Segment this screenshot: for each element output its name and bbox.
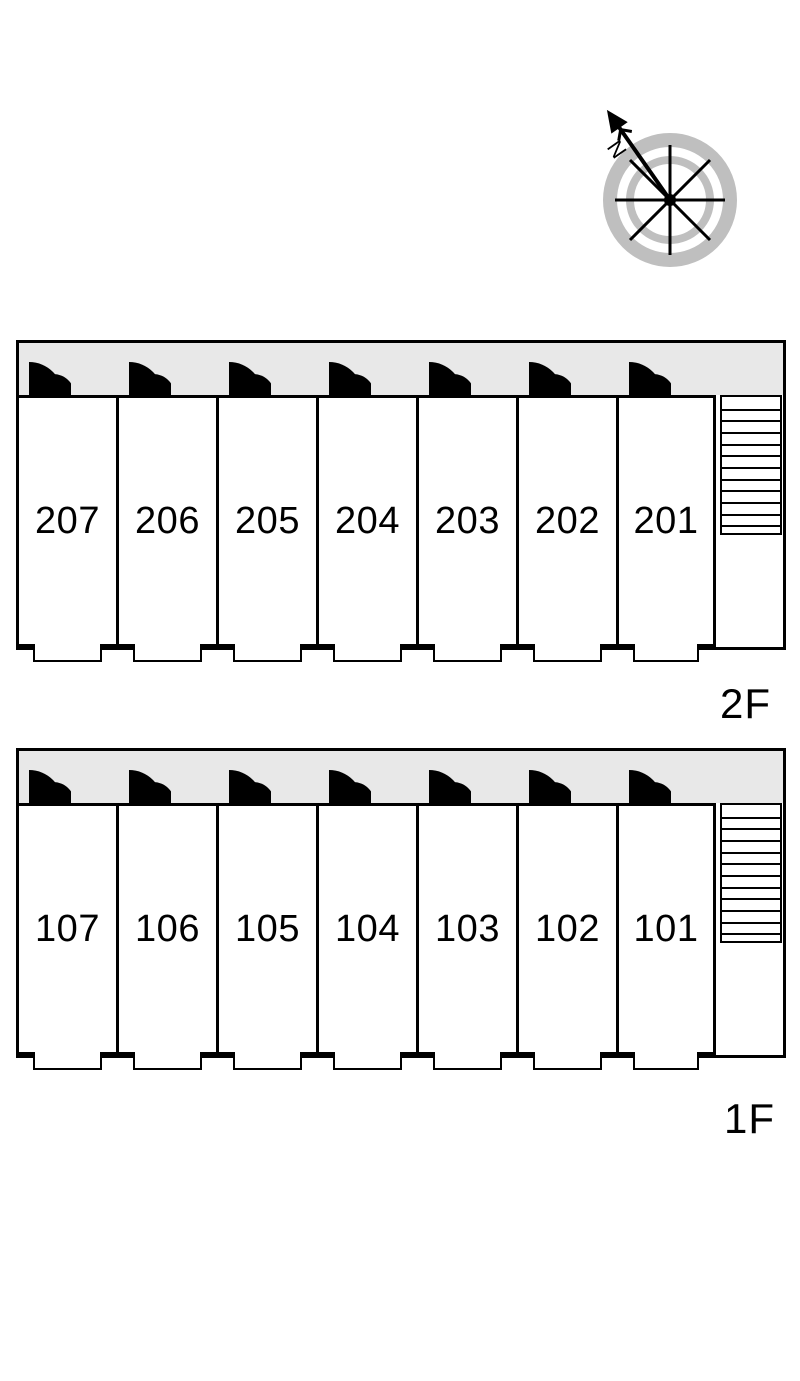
stair-tread	[722, 490, 780, 492]
compass: N	[560, 100, 780, 300]
balcony	[133, 1052, 202, 1070]
stair-tread	[722, 910, 780, 912]
unit-label: 104	[335, 908, 400, 951]
balcony	[333, 644, 402, 662]
stair-tread	[722, 875, 780, 877]
balcony	[233, 1052, 302, 1070]
unit-104: 104	[316, 803, 416, 1055]
unit-204: 204	[316, 395, 416, 647]
stair-tread	[722, 887, 780, 889]
unit-105: 105	[216, 803, 316, 1055]
stair-tread	[722, 828, 780, 830]
balcony	[433, 644, 502, 662]
balcony	[33, 644, 102, 662]
stair-tread	[722, 922, 780, 924]
unit-label: 204	[335, 500, 400, 543]
unit-201: 201	[616, 395, 716, 647]
floor-1f-corridor	[19, 751, 783, 803]
unit-label: 201	[634, 500, 699, 543]
stair-tread	[722, 420, 780, 422]
floor-2f-units: 207 206 205 204 203 202	[16, 395, 716, 647]
stair-tread	[722, 933, 780, 935]
unit-102: 102	[516, 803, 616, 1055]
balcony	[433, 1052, 502, 1070]
unit-205: 205	[216, 395, 316, 647]
unit-label: 205	[235, 500, 300, 543]
unit-107: 107	[16, 803, 116, 1055]
unit-label: 206	[135, 500, 200, 543]
balcony	[333, 1052, 402, 1070]
stair-tread	[722, 852, 780, 854]
balcony	[33, 1052, 102, 1070]
balcony	[133, 644, 202, 662]
stair-tread	[722, 444, 780, 446]
unit-label: 103	[435, 908, 500, 951]
stair-tread	[722, 432, 780, 434]
stair-tread	[722, 467, 780, 469]
balcony	[533, 644, 602, 662]
floor-plan-canvas: N 207 206 205 204	[0, 0, 800, 1381]
balcony	[533, 1052, 602, 1070]
floor-2f-corridor	[19, 343, 783, 395]
balcony	[233, 644, 302, 662]
floor-2f-label: 2F	[720, 680, 771, 728]
stair-tread	[722, 840, 780, 842]
unit-203: 203	[416, 395, 516, 647]
stair-tread	[722, 525, 780, 527]
unit-label: 203	[435, 500, 500, 543]
floor-1f-label: 1F	[724, 1095, 775, 1143]
unit-label: 106	[135, 908, 200, 951]
unit-103: 103	[416, 803, 516, 1055]
unit-label: 105	[235, 908, 300, 951]
unit-label: 102	[535, 908, 600, 951]
floor-1f-units: 107 106 105 104 103 102	[16, 803, 716, 1055]
stair-tread	[722, 863, 780, 865]
unit-106: 106	[116, 803, 216, 1055]
stair-tread	[722, 514, 780, 516]
stair-tread	[722, 409, 780, 411]
floor-1f-stairs	[720, 803, 782, 943]
floor-2f-stairs	[720, 395, 782, 535]
unit-label: 101	[634, 908, 699, 951]
unit-101: 101	[616, 803, 716, 1055]
stair-tread	[722, 502, 780, 504]
balcony	[633, 1052, 699, 1070]
compass-icon: N	[560, 100, 780, 300]
stair-tread	[722, 817, 780, 819]
unit-label: 207	[35, 500, 100, 543]
unit-label: 202	[535, 500, 600, 543]
unit-202: 202	[516, 395, 616, 647]
stair-tread	[722, 455, 780, 457]
balcony	[633, 644, 699, 662]
unit-label: 107	[35, 908, 100, 951]
stair-tread	[722, 479, 780, 481]
stair-tread	[722, 898, 780, 900]
unit-206: 206	[116, 395, 216, 647]
unit-207: 207	[16, 395, 116, 647]
